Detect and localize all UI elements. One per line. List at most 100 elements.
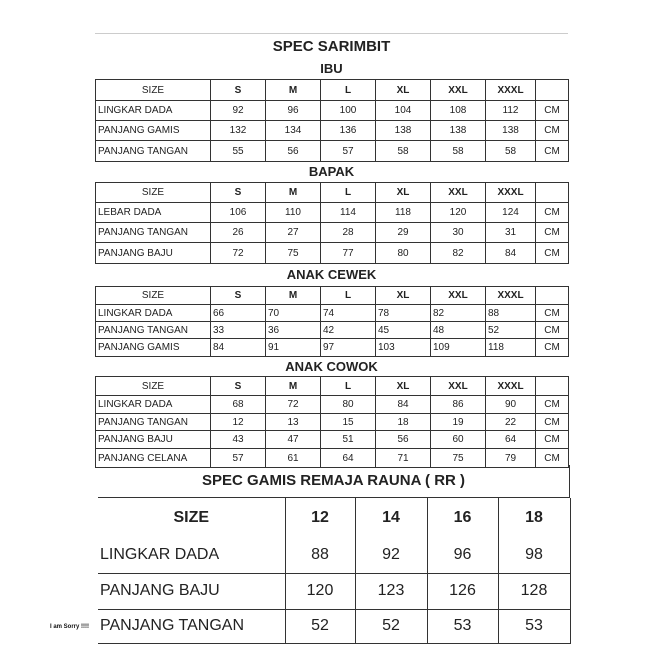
table-row: LINGKAR DADA 88 92 96 98 bbox=[98, 538, 571, 574]
unit-cell: CM bbox=[535, 222, 569, 243]
remaja-spec: SPEC GAMIS REMAJA RAUNA ( RR ) SIZE 12 14 1… bbox=[98, 465, 571, 644]
row-label: PANJANG GAMIS bbox=[95, 120, 211, 141]
row-label: LINGKAR DADA bbox=[95, 304, 211, 322]
row-label: LINGKAR DADA bbox=[95, 100, 211, 121]
value-cell: 45 bbox=[375, 321, 431, 339]
value-cell: 47 bbox=[265, 430, 321, 449]
table-row: LEBAR DADA 106 110 114 118 120 124 CM bbox=[95, 202, 569, 223]
row-label: PANJANG TANGAN bbox=[95, 140, 211, 162]
value-cell: 58 bbox=[485, 140, 536, 162]
row-label: PANJANG TANGAN bbox=[95, 222, 211, 243]
size-col-header: XXL bbox=[430, 286, 486, 305]
value-cell: 84 bbox=[485, 242, 536, 264]
value-cell: 132 bbox=[210, 120, 266, 141]
value-cell: 26 bbox=[210, 222, 266, 243]
table-row: PANJANG GAMIS 132 134 136 138 138 138 CM bbox=[95, 120, 569, 141]
table-row: PANJANG BAJU 120 123 126 128 bbox=[98, 573, 571, 610]
size-header: SIZE bbox=[98, 498, 286, 538]
size-col-header: L bbox=[320, 376, 376, 396]
table-row: PANJANG GAMIS 84 91 97 103 109 118 CM bbox=[95, 338, 569, 357]
size-col-header: L bbox=[320, 182, 376, 203]
unit-cell: CM bbox=[535, 321, 569, 339]
size-col-header: XL bbox=[375, 286, 431, 305]
table-row: LINGKAR DADA 92 96 100 104 108 112 CM bbox=[95, 100, 569, 121]
value-cell: 118 bbox=[485, 338, 536, 357]
table-row: PANJANG TANGAN 52 52 53 53 bbox=[98, 609, 571, 644]
size-col-header: XXL bbox=[430, 376, 486, 396]
value-cell: 56 bbox=[265, 140, 321, 162]
row-label: PANJANG GAMIS bbox=[95, 338, 211, 357]
value-cell: 92 bbox=[354, 538, 428, 574]
value-cell: 53 bbox=[497, 609, 571, 644]
row-label: LEBAR DADA bbox=[95, 202, 211, 223]
value-cell: 91 bbox=[265, 338, 321, 357]
value-cell: 75 bbox=[430, 448, 486, 468]
value-cell: 110 bbox=[265, 202, 321, 223]
section-title: ANAK COWOK bbox=[285, 359, 378, 374]
value-cell: 12 bbox=[210, 413, 266, 431]
value-cell: 55 bbox=[210, 140, 266, 162]
value-cell: 42 bbox=[320, 321, 376, 339]
value-cell: 64 bbox=[320, 448, 376, 468]
table-row: PANJANG BAJU 72 75 77 80 82 84 CM bbox=[95, 242, 569, 264]
value-cell: 78 bbox=[375, 304, 431, 322]
unit-cell: CM bbox=[535, 100, 569, 121]
table-row: PANJANG TANGAN 55 56 57 58 58 58 CM bbox=[95, 140, 569, 162]
size-col-header: XL bbox=[375, 376, 431, 396]
size-header: SIZE bbox=[95, 79, 211, 101]
row-label: LINGKAR DADA bbox=[98, 538, 286, 574]
value-cell: 77 bbox=[320, 242, 376, 264]
value-cell: 58 bbox=[375, 140, 431, 162]
empty-cell bbox=[535, 376, 569, 396]
value-cell: 82 bbox=[430, 242, 486, 264]
value-cell: 57 bbox=[320, 140, 376, 162]
size-table: SIZE S M L XL XXL XXXL LINGKAR DADA 66 70 74 78 82 88… bbox=[95, 286, 569, 357]
size-header: SIZE bbox=[95, 286, 211, 305]
size-table: SIZE S M L XL XXL XXXL LINGKAR DADA 68 72 80 84 86 90… bbox=[95, 376, 569, 468]
value-cell: 88 bbox=[284, 538, 356, 574]
value-cell: 138 bbox=[485, 120, 536, 141]
unit-cell: CM bbox=[535, 140, 569, 162]
size-col-header: 16 bbox=[426, 498, 499, 538]
row-label: PANJANG BAJU bbox=[95, 242, 211, 264]
value-cell: 84 bbox=[210, 338, 266, 357]
value-cell: 138 bbox=[375, 120, 431, 141]
row-label: PANJANG TANGAN bbox=[95, 321, 211, 339]
remaja-title: SPEC GAMIS REMAJA RAUNA ( RR ) bbox=[98, 465, 570, 498]
row-label: PANJANG BAJU bbox=[95, 430, 211, 449]
value-cell: 30 bbox=[430, 222, 486, 243]
table-row: PANJANG TANGAN 33 36 42 45 48 52 CM bbox=[95, 321, 569, 339]
table-row: LINGKAR DADA 68 72 80 84 86 90 CM bbox=[95, 395, 569, 414]
note-text: I am Sorry !!!! bbox=[50, 624, 90, 630]
size-col-header: 14 bbox=[354, 498, 428, 538]
value-cell: 90 bbox=[485, 395, 536, 414]
size-col-header: XL bbox=[375, 182, 431, 203]
section-title: BAPAK bbox=[308, 164, 355, 179]
value-cell: 70 bbox=[265, 304, 321, 322]
value-cell: 136 bbox=[320, 120, 376, 141]
value-cell: 51 bbox=[320, 430, 376, 449]
value-cell: 28 bbox=[320, 222, 376, 243]
value-cell: 27 bbox=[265, 222, 321, 243]
value-cell: 109 bbox=[430, 338, 486, 357]
size-col-header: M bbox=[265, 286, 321, 305]
value-cell: 31 bbox=[485, 222, 536, 243]
value-cell: 58 bbox=[430, 140, 486, 162]
value-cell: 29 bbox=[375, 222, 431, 243]
value-cell: 96 bbox=[426, 538, 499, 574]
table-row: PANJANG TANGAN 12 13 15 18 19 22 CM bbox=[95, 413, 569, 431]
row-label: LINGKAR DADA bbox=[95, 395, 211, 414]
value-cell: 103 bbox=[375, 338, 431, 357]
unit-cell: CM bbox=[535, 448, 569, 468]
value-cell: 112 bbox=[485, 100, 536, 121]
value-cell: 104 bbox=[375, 100, 431, 121]
table-row: PANJANG BAJU 43 47 51 56 60 64 CM bbox=[95, 430, 569, 449]
row-label: PANJANG TANGAN bbox=[95, 413, 211, 431]
value-cell: 72 bbox=[210, 242, 266, 264]
value-cell: 96 bbox=[265, 100, 321, 121]
value-cell: 82 bbox=[430, 304, 486, 322]
section-title: ANAK CEWEK bbox=[286, 267, 377, 282]
sarimbit-spec: SPEC SARIMBIT IBU SIZE S M L XL XXL XXXL LINGKAR… bbox=[95, 33, 569, 468]
value-cell: 52 bbox=[284, 609, 356, 644]
